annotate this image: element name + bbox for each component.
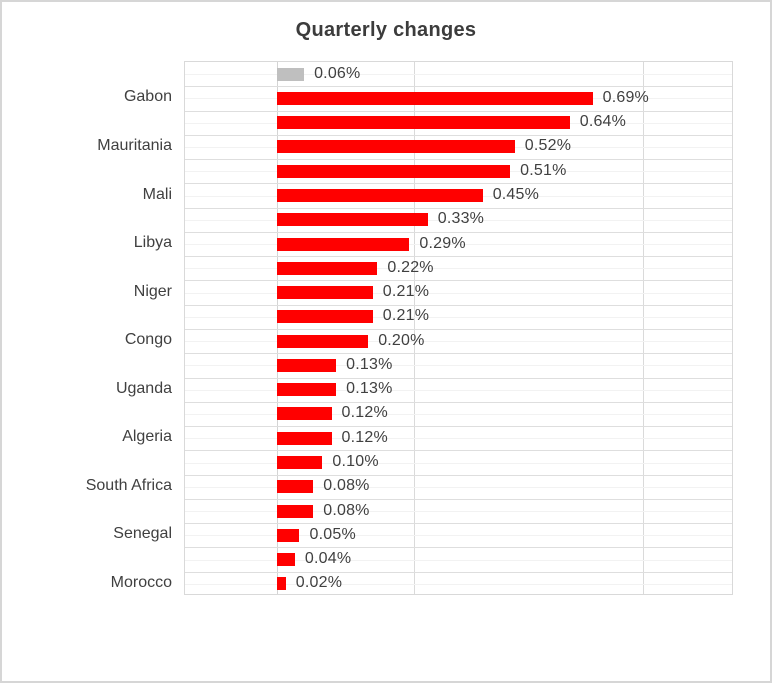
category-label: Uganda — [115, 379, 172, 397]
bar-gray[interactable] — [276, 67, 305, 81]
data-label: 0.51% — [520, 161, 567, 179]
minor-gridline — [185, 535, 732, 537]
value-axis-baseline — [276, 62, 278, 594]
data-label: 0.29% — [419, 234, 466, 252]
minor-gridline — [185, 74, 732, 76]
major-gridline — [185, 401, 732, 403]
bar[interactable] — [276, 213, 428, 227]
data-label: 0.08% — [323, 501, 370, 519]
data-label: 0.52% — [524, 137, 572, 155]
bar[interactable] — [276, 407, 332, 421]
chart-title: Quarterly changes — [295, 19, 477, 41]
bar[interactable] — [276, 553, 295, 567]
bar[interactable] — [276, 91, 593, 105]
bar[interactable] — [276, 286, 373, 300]
data-label: 0.10% — [332, 453, 379, 470]
bar[interactable] — [276, 334, 369, 348]
data-label: 0.13% — [346, 355, 393, 373]
data-label: 0.12% — [341, 404, 388, 422]
major-gridline — [185, 86, 732, 88]
data-label: 0.02% — [295, 574, 343, 592]
bar[interactable] — [276, 310, 373, 324]
minor-gridline — [185, 316, 732, 318]
bar[interactable] — [276, 116, 570, 130]
minor-gridline — [185, 462, 732, 464]
minor-gridline — [185, 268, 732, 270]
bar[interactable] — [276, 528, 300, 542]
minor-gridline — [185, 389, 732, 391]
bar[interactable] — [276, 577, 286, 591]
major-gridline — [185, 523, 732, 525]
category-label: Senegal — [113, 525, 172, 543]
bar[interactable] — [276, 164, 511, 178]
bar[interactable] — [276, 383, 337, 397]
category-label: Algeria — [122, 428, 172, 446]
vertical-gridline — [414, 62, 415, 594]
minor-gridline — [185, 244, 732, 246]
data-label: 0.21% — [382, 307, 430, 325]
data-label: 0.04% — [304, 550, 352, 568]
data-label: 0.64% — [579, 113, 627, 131]
major-gridline — [185, 426, 732, 428]
category-label: Mauritania — [97, 136, 172, 154]
data-label: 0.69% — [602, 88, 649, 106]
bar[interactable] — [276, 480, 314, 494]
minor-gridline — [185, 438, 732, 440]
minor-gridline — [185, 583, 732, 585]
minor-gridline — [185, 219, 732, 221]
minor-gridline — [185, 511, 732, 513]
major-gridline — [185, 280, 732, 282]
category-label: Morocco — [110, 573, 172, 591]
major-gridline — [185, 159, 732, 161]
data-label: 0.05% — [309, 525, 356, 543]
major-gridline — [185, 571, 732, 573]
major-gridline — [185, 329, 732, 330]
bar[interactable] — [276, 504, 314, 518]
major-gridline — [185, 450, 732, 452]
major-gridline — [185, 256, 732, 258]
bar[interactable] — [276, 140, 515, 154]
data-label: 0.20% — [378, 331, 425, 349]
data-label: 0.33% — [437, 210, 485, 228]
major-gridline — [185, 110, 732, 112]
major-gridline — [185, 474, 732, 476]
minor-gridline — [185, 292, 732, 294]
category-label: Niger — [133, 282, 172, 300]
major-gridline — [185, 207, 732, 209]
major-gridline — [185, 304, 732, 306]
category-label: Gabon — [123, 88, 172, 106]
data-label: 0.12% — [341, 428, 388, 446]
category-label: South Africa — [85, 476, 172, 494]
major-gridline — [185, 498, 732, 500]
minor-gridline — [185, 365, 732, 367]
major-gridline — [185, 134, 732, 136]
data-label: 0.13% — [346, 380, 393, 398]
data-label: 0.08% — [323, 477, 370, 495]
vertical-gridline — [643, 62, 644, 594]
category-label: Libya — [133, 234, 172, 252]
minor-gridline — [185, 341, 732, 343]
major-gridline — [185, 547, 732, 549]
data-label: 0.21% — [382, 283, 430, 301]
major-gridline — [185, 183, 732, 185]
bar[interactable] — [276, 431, 332, 445]
major-gridline — [185, 353, 732, 355]
data-label: 0.06% — [314, 64, 361, 82]
category-label: Congo — [124, 331, 172, 349]
data-label: 0.45% — [492, 186, 540, 203]
plot-area: 0.06% 0.69% 0.64% 0.52% 0.51% 0.45% 0.33% 0.29%… — [184, 61, 733, 595]
major-gridline — [185, 231, 732, 233]
bar[interactable] — [276, 261, 378, 275]
bar[interactable] — [276, 189, 483, 202]
bar[interactable] — [276, 237, 410, 251]
data-label: 0.22% — [387, 258, 434, 276]
minor-gridline — [185, 559, 732, 561]
minor-gridline — [185, 486, 732, 488]
bar[interactable] — [276, 358, 337, 372]
category-label: Mali — [142, 185, 172, 203]
bar[interactable] — [276, 456, 323, 469]
minor-gridline — [185, 413, 732, 415]
major-gridline — [185, 377, 732, 379]
